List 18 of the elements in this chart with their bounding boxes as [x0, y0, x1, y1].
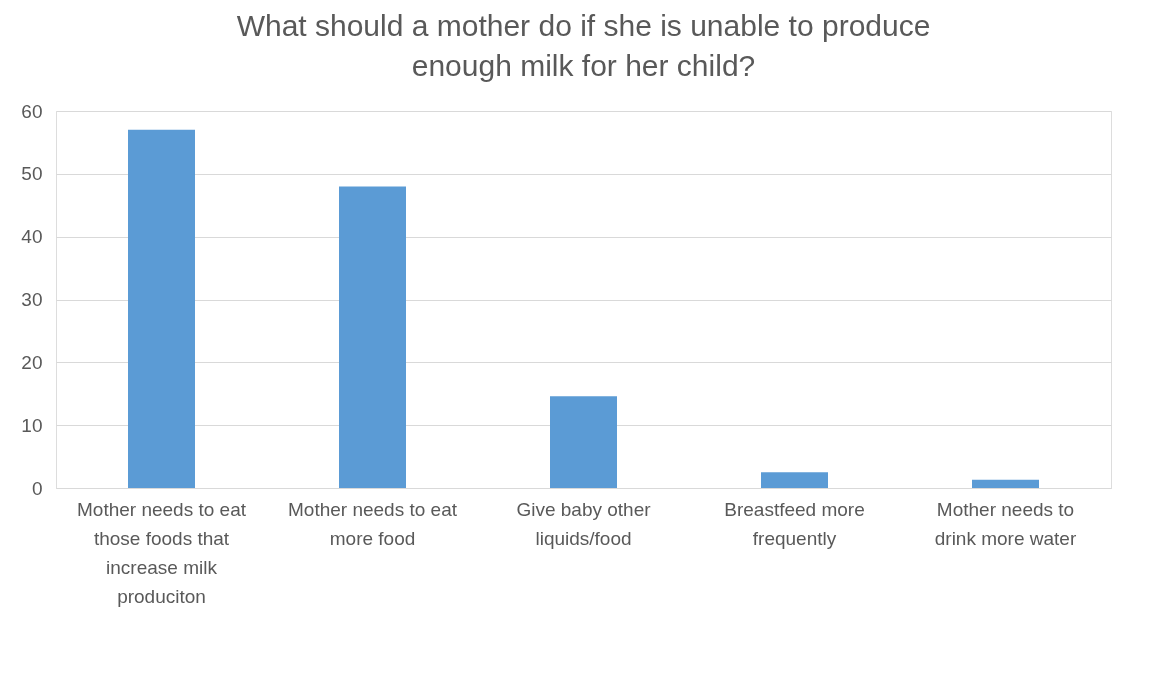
x-tick-label: Mother needs to eat those foods that increase milk produciton [77, 498, 247, 607]
y-tick-label: 20 [21, 351, 43, 373]
x-tick-label: Mother needs to drink more water [934, 498, 1077, 549]
y-tick-label: 0 [31, 477, 43, 499]
y-tick-label: 60 [21, 100, 43, 122]
bar [550, 396, 617, 488]
bar [128, 129, 195, 488]
x-tick-label: Give baby other liquids/food [516, 498, 652, 549]
chart-title: What should a mother do if she is unable to produce enough milk for her child? [236, 9, 931, 82]
bar [972, 479, 1039, 488]
x-tick-label: Breastfeed more frequently [724, 498, 865, 549]
y-tick-label: 50 [21, 163, 43, 185]
y-tick-label: 10 [21, 414, 43, 436]
bar [761, 472, 828, 488]
y-tick-label: 30 [21, 289, 43, 310]
y-tick-label: 40 [21, 226, 43, 248]
x-tick-label: Mother needs to eat more food [288, 498, 458, 549]
bar [339, 186, 406, 488]
